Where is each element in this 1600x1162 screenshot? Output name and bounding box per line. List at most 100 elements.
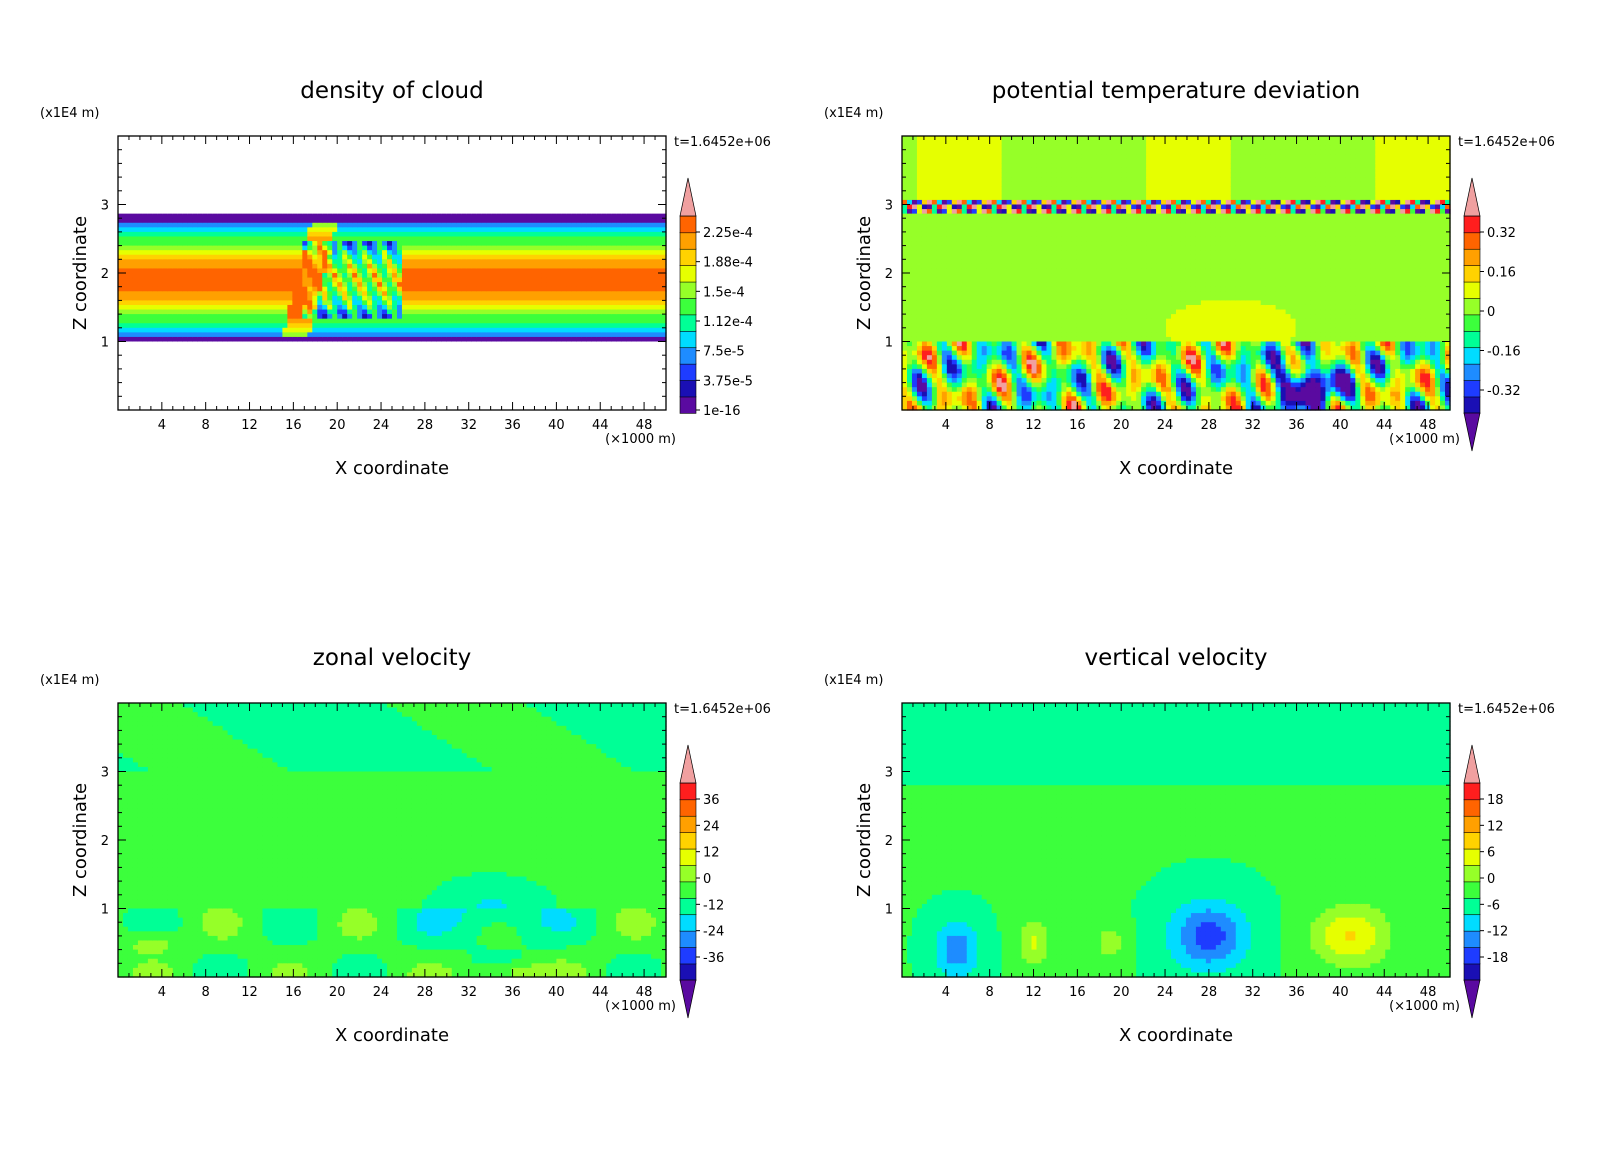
field-cell (352, 383, 358, 388)
field-cell (457, 273, 463, 278)
field-cell (148, 314, 154, 319)
field-cell (522, 136, 528, 141)
field-cell (402, 273, 408, 278)
field-cell (238, 332, 244, 337)
field-cell (158, 287, 164, 292)
field-cell (307, 369, 313, 374)
field-cell (178, 355, 184, 360)
field-cell (457, 282, 463, 287)
field-cell (238, 369, 244, 374)
field-cell (507, 378, 513, 383)
field-cell (257, 232, 263, 237)
field-cell (462, 241, 468, 246)
field-cell (168, 173, 174, 178)
field-cell (412, 191, 418, 196)
field-cell (522, 250, 528, 255)
field-cell (228, 232, 234, 237)
field-cell (412, 392, 418, 397)
field-cell (382, 296, 388, 301)
field-cell (178, 255, 184, 260)
field-cell (357, 355, 363, 360)
field-cell (432, 186, 438, 191)
field-cell (238, 182, 244, 187)
field-cell (213, 300, 219, 305)
field-cell (213, 150, 219, 155)
field-cell (452, 282, 458, 287)
field-cell (447, 259, 453, 264)
field-cell (402, 141, 408, 146)
field-cell (472, 323, 478, 328)
field-cell (228, 396, 234, 401)
field-cell (482, 355, 488, 360)
field-cell (487, 141, 493, 146)
field-cell (387, 182, 393, 187)
field-cell (272, 364, 278, 369)
field-cell (402, 214, 408, 219)
field-cell (432, 342, 438, 347)
field-cell (287, 268, 293, 273)
field-cell (397, 328, 403, 333)
field-cell (522, 310, 528, 315)
field-cell (432, 264, 438, 269)
field-cell (417, 319, 423, 324)
field-cell (183, 346, 189, 351)
field-cell (522, 154, 528, 159)
field-cell (243, 163, 249, 168)
field-cell (452, 332, 458, 337)
field-cell (337, 186, 343, 191)
field-cell (387, 177, 393, 182)
field-cell (183, 278, 189, 283)
field-cell (292, 168, 298, 173)
field-cell (362, 373, 368, 378)
field-cell (143, 177, 149, 182)
field-cell (382, 136, 388, 141)
field-cell (262, 182, 268, 187)
field-cell (183, 396, 189, 401)
field-cell (292, 332, 298, 337)
field-cell (392, 323, 398, 328)
field-cell (173, 300, 179, 305)
field-cell (267, 268, 273, 273)
field-cell (243, 268, 249, 273)
field-cell (387, 383, 393, 388)
field-cell (367, 223, 373, 228)
field-cell (168, 264, 174, 269)
field-cell (267, 369, 273, 374)
field-cell (173, 364, 179, 369)
field-cell (517, 236, 523, 241)
field-cell (267, 150, 273, 155)
field-cell (527, 314, 533, 319)
field-cell (302, 296, 308, 301)
field-cell (497, 314, 503, 319)
field-cell (223, 246, 229, 251)
field-cell (238, 378, 244, 383)
field-cell (307, 364, 313, 369)
field-cell (397, 163, 403, 168)
field-cell (143, 305, 149, 310)
field-cell (507, 136, 513, 141)
field-cell (183, 355, 189, 360)
field-cell (332, 387, 338, 392)
field-cell (307, 159, 313, 164)
field-cell (377, 177, 383, 182)
field-cell (527, 337, 533, 342)
field-cell (372, 177, 378, 182)
field-cell (352, 136, 358, 141)
field-cell (183, 268, 189, 273)
field-cell (173, 173, 179, 178)
field-cell (327, 378, 333, 383)
field-cell (467, 177, 473, 182)
field-cell (402, 337, 408, 342)
field-cell (213, 159, 219, 164)
field-cell (272, 250, 278, 255)
field-cell (123, 387, 129, 392)
field-cell (432, 173, 438, 178)
field-cell (342, 291, 348, 296)
field-cell (297, 310, 303, 315)
field-cell (143, 173, 149, 178)
field-cell (148, 355, 154, 360)
field-cell (218, 150, 224, 155)
field-cell (317, 401, 323, 406)
field-cell (123, 209, 129, 214)
